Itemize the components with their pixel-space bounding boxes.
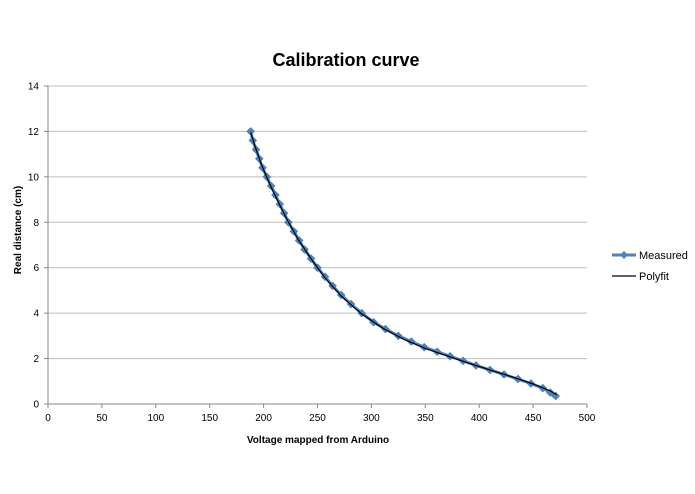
x-tick-label: 250 (309, 413, 326, 424)
plot-series (246, 127, 561, 401)
y-tick-label: 4 (33, 309, 39, 320)
data-point-measured (551, 391, 561, 401)
x-tick-label: 350 (417, 413, 434, 424)
x-tick-label: 500 (579, 413, 596, 424)
x-tick-label: 150 (201, 413, 218, 424)
x-tick-label: 0 (45, 413, 51, 424)
x-tick-label: 200 (255, 413, 272, 424)
x-tick-label: 450 (525, 413, 542, 424)
legend-label-polyfit: Polyfit (639, 271, 669, 283)
y-tick-label: 14 (28, 82, 40, 93)
y-tick-label: 10 (28, 172, 40, 183)
y-tick-label: 12 (28, 127, 40, 138)
legend-label-measured: Measured (639, 250, 688, 262)
legend-marker-measured (620, 251, 628, 259)
tick-labels: 0 2 4 6 8 10 12 14 0 50 100 150 200 250 300 350 400 450 50… (28, 82, 596, 425)
x-tick-label: 300 (363, 413, 380, 424)
chart-title: Calibration curve (272, 50, 419, 70)
series-line-polyfit (250, 132, 558, 396)
x-axis-title: Voltage mapped from Arduino (247, 435, 389, 446)
x-tick-label: 50 (96, 413, 108, 424)
legend: Measured Polyfit (612, 250, 688, 283)
y-tick-label: 6 (33, 263, 39, 274)
y-tick-label: 2 (33, 354, 39, 365)
y-axis-title: Real distance (cm) (13, 186, 24, 274)
series-line-measured (249, 131, 557, 398)
y-tick-label: 0 (33, 400, 39, 411)
gridlines (48, 85, 587, 360)
data-point-measured (246, 127, 256, 136)
x-tick-label: 100 (147, 413, 164, 424)
axes (44, 85, 588, 408)
y-tick-label: 8 (33, 218, 39, 229)
x-tick-label: 400 (471, 413, 488, 424)
